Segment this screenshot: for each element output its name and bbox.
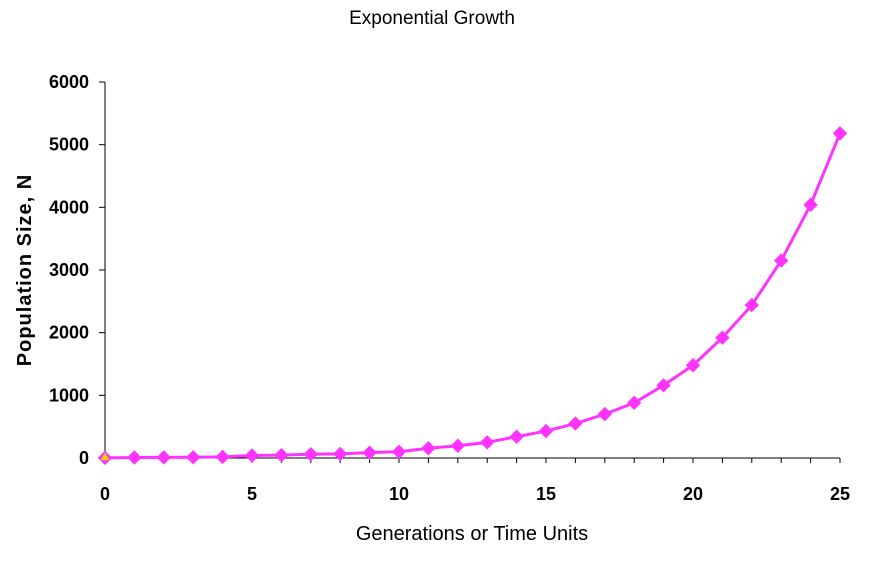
data-point — [127, 450, 142, 465]
data-point — [215, 449, 230, 465]
data-point — [391, 444, 407, 459]
data-point — [744, 297, 760, 313]
data-point — [715, 330, 730, 345]
data-point — [244, 448, 260, 463]
series-line — [104, 132, 842, 460]
data-point — [626, 395, 642, 411]
x-axis: 0 5 10 15 20 25 — [100, 457, 850, 504]
y-tick-label: 6000 — [49, 72, 89, 92]
x-tick-label: 10 — [389, 484, 409, 504]
y-tick-label: 4000 — [49, 197, 89, 217]
x-axis-label: Generations or Time Units — [356, 523, 588, 545]
plot-area — [97, 126, 848, 466]
data-point — [803, 197, 818, 213]
x-tick-label: 25 — [830, 484, 850, 504]
data-point — [421, 441, 436, 456]
y-axis: 0 1000 2000 3000 4000 5000 6000 — [49, 72, 106, 468]
x-tick-label: 0 — [100, 484, 110, 504]
x-tick-label: 15 — [536, 484, 556, 504]
data-point — [362, 445, 377, 460]
data-point — [450, 438, 466, 453]
data-point — [479, 435, 495, 450]
y-axis-label: Population Size, N — [14, 174, 36, 366]
data-point — [156, 450, 172, 465]
data-point — [832, 126, 848, 141]
data-point — [597, 406, 613, 422]
data-point — [185, 450, 201, 465]
data-point — [509, 429, 524, 444]
start-marker — [100, 452, 110, 461]
data-point — [538, 423, 554, 439]
data-point — [685, 358, 701, 373]
data-point — [303, 447, 319, 462]
data-point — [568, 416, 583, 431]
data-point — [656, 378, 671, 393]
y-tick-label: 3000 — [49, 260, 89, 280]
x-tick-label: 5 — [247, 484, 257, 504]
y-tick-label: 0 — [79, 448, 89, 468]
data-point — [332, 446, 348, 462]
y-tick-label: 2000 — [49, 323, 89, 343]
y-tick-label: 5000 — [49, 135, 89, 155]
chart-title: Exponential Growth — [349, 8, 515, 29]
x-tick-label: 20 — [683, 484, 703, 504]
y-tick-label: 1000 — [49, 385, 89, 405]
data-point — [773, 253, 789, 268]
data-point — [274, 447, 289, 463]
